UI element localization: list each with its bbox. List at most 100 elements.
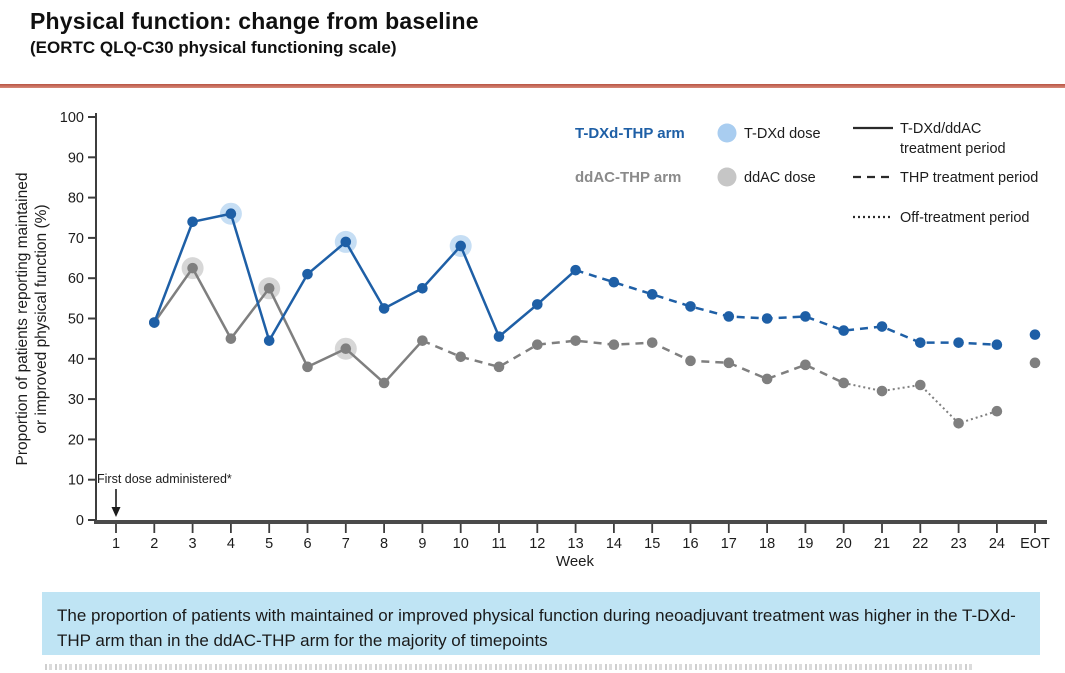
y-tick-label: 80	[68, 191, 84, 207]
y-tick-label: 60	[68, 271, 84, 287]
x-tick-label: 1	[112, 536, 120, 552]
data-point	[417, 335, 428, 346]
data-point	[187, 262, 198, 274]
legend-period-label: treatment period	[900, 141, 1006, 157]
data-point	[149, 317, 160, 328]
x-tick-label: 22	[912, 536, 928, 552]
y-tick-label: 40	[68, 352, 84, 368]
x-tick-label: 5	[265, 536, 273, 552]
y-axis-title: or improved physical function (%)	[33, 204, 50, 433]
data-point	[493, 361, 505, 373]
x-tick-label: 16	[682, 536, 698, 552]
data-point	[838, 377, 849, 389]
data-point	[953, 417, 964, 429]
x-tick-label: 4	[227, 536, 235, 552]
data-point	[340, 236, 352, 248]
accent-divider-line	[0, 84, 1065, 88]
data-point	[991, 405, 1003, 417]
x-tick-label: 13	[568, 536, 584, 552]
x-tick-label: 7	[342, 536, 350, 552]
x-tick-label: 6	[303, 536, 311, 552]
legend-period-label: Off-treatment period	[900, 210, 1030, 226]
y-tick-label: 100	[60, 110, 84, 126]
data-point	[263, 282, 275, 294]
legend-arm-label: ddAC-THP arm	[575, 169, 681, 186]
series-line-dotted	[843, 382, 998, 425]
data-point	[876, 385, 888, 397]
data-point	[570, 264, 581, 276]
x-tick-label: 24	[989, 536, 1005, 552]
x-tick-label: 15	[644, 536, 660, 552]
y-tick-label: 90	[68, 150, 84, 166]
data-point	[915, 379, 926, 391]
data-point	[800, 311, 811, 322]
y-tick-label: 10	[68, 473, 84, 489]
legend: T-DXd-THP arm T-DXd dose ddAC-THP arm ddAC …	[575, 121, 1038, 226]
data-point-eot	[1029, 357, 1041, 369]
page-subtitle: (EORTC QLQ-C30 physical functioning scal…	[30, 38, 397, 57]
data-point	[302, 361, 313, 373]
series-ddac-thp-arm	[149, 257, 1041, 429]
data-point	[761, 313, 773, 324]
y-tick-label: 0	[76, 513, 84, 529]
summary-callout-box: The proportion of patients with maintain…	[42, 592, 1040, 655]
data-point	[455, 351, 467, 363]
data-point	[685, 355, 696, 367]
x-tick-label: 2	[150, 536, 158, 552]
data-point	[225, 333, 237, 344]
y-axis-title: Proportion of patients reporting maintai…	[14, 173, 31, 466]
y-tick-label: 70	[68, 231, 84, 247]
first-dose-annotation: First dose administered*	[97, 472, 232, 517]
series-line-solid	[153, 265, 424, 385]
x-tick-label: 20	[836, 536, 852, 552]
data-point	[608, 339, 620, 350]
first-dose-label: First dose administered*	[97, 472, 232, 486]
data-point	[340, 343, 352, 355]
x-tick-label: 21	[874, 536, 890, 552]
data-point	[455, 240, 467, 252]
data-point	[646, 289, 658, 300]
y-tick-label: 50	[68, 312, 84, 328]
series-line-solid	[153, 212, 577, 344]
series-line-dashed	[421, 339, 845, 385]
data-point	[761, 373, 773, 385]
y-tick-label: 30	[68, 392, 84, 408]
data-point	[876, 321, 888, 332]
x-tick-label: 9	[418, 536, 426, 552]
data-point	[991, 339, 1003, 350]
y-tick-label: 20	[68, 432, 84, 448]
data-point	[532, 339, 543, 350]
data-point	[187, 216, 198, 228]
first-dose-arrow-head	[111, 507, 121, 517]
data-point	[723, 311, 735, 322]
legend-dose-label: T-DXd dose	[744, 126, 821, 142]
legend-period-label: T-DXd/ddAC	[900, 121, 981, 137]
legend-arm-label: T-DXd-THP arm	[575, 125, 685, 142]
page-title: Physical function: change from baseline	[30, 8, 479, 34]
data-point	[723, 357, 735, 369]
data-point	[685, 301, 696, 312]
data-point	[378, 377, 390, 389]
x-tick-label: 17	[721, 536, 737, 552]
x-tick-label: 3	[189, 536, 197, 552]
data-point	[646, 337, 658, 348]
data-point	[263, 335, 275, 346]
legend-period-label: THP treatment period	[900, 170, 1038, 186]
data-point	[915, 337, 926, 348]
summary-text: The proportion of patients with maintain…	[57, 606, 1016, 650]
data-point	[493, 331, 505, 342]
x-tick-label: 18	[759, 536, 775, 552]
x-tick-label: 11	[491, 536, 506, 552]
data-point	[225, 208, 237, 220]
data-point	[953, 337, 964, 348]
x-tick-label: EOT	[1020, 536, 1050, 552]
x-tick-label: 19	[797, 536, 813, 552]
x-tick-label: 23	[951, 536, 967, 552]
data-point	[378, 303, 390, 314]
data-point	[532, 299, 543, 310]
data-point	[302, 268, 313, 280]
x-tick-label: 8	[380, 536, 388, 552]
x-tick-label: 14	[606, 536, 622, 552]
